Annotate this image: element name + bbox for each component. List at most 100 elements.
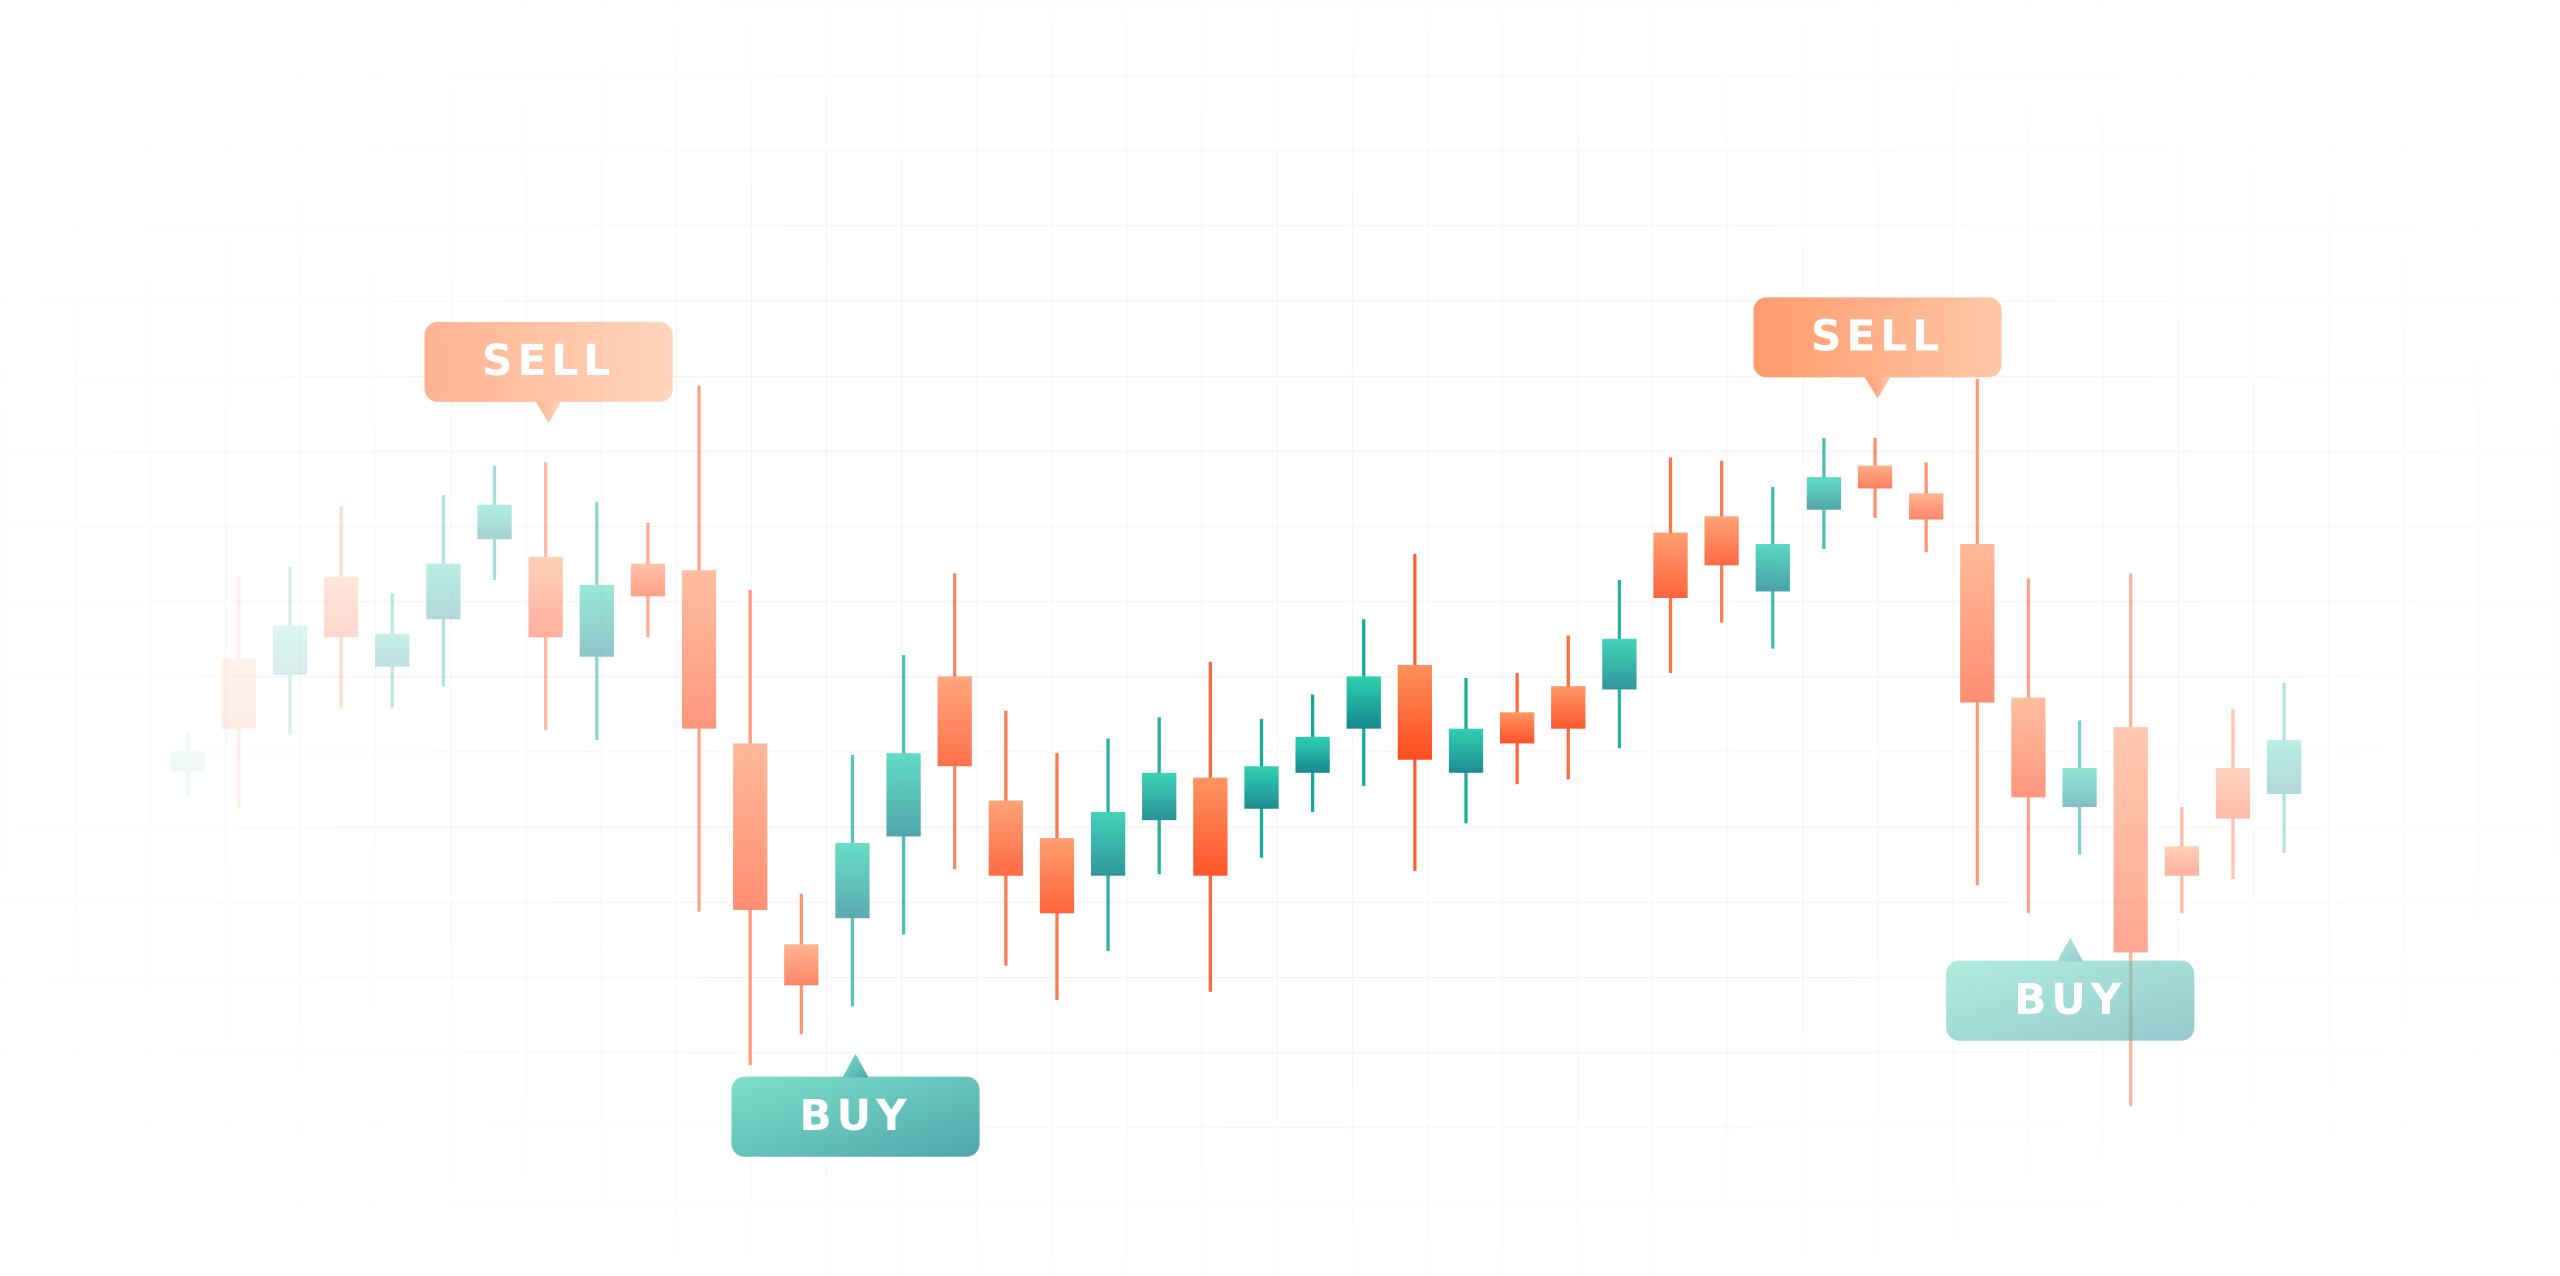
body	[426, 563, 461, 620]
candle	[988, 710, 1023, 966]
signal-bubble: BUY	[1946, 937, 2195, 1041]
signal-label: BUY	[2014, 976, 2126, 1025]
candle	[937, 573, 972, 870]
candle	[221, 575, 257, 809]
body	[375, 633, 410, 667]
candle	[784, 893, 819, 1035]
body	[2164, 846, 2199, 876]
candle	[426, 495, 461, 687]
body	[681, 570, 717, 729]
candle	[630, 522, 666, 638]
candle	[1244, 718, 1279, 858]
candle	[681, 385, 717, 912]
body	[1704, 516, 1739, 566]
candles	[170, 379, 2302, 1107]
bubble-tip	[1864, 376, 1891, 399]
body	[1806, 477, 1842, 510]
body	[1244, 766, 1279, 809]
candle	[1193, 661, 1228, 992]
candle	[1448, 678, 1484, 824]
candle	[1397, 553, 1433, 871]
bubble-box	[731, 1076, 980, 1157]
body	[988, 800, 1023, 876]
body	[886, 753, 921, 837]
body	[272, 625, 308, 675]
body	[1755, 544, 1790, 592]
bubble-tip	[2057, 937, 2084, 962]
bubble-box	[1946, 960, 2195, 1041]
body	[1346, 676, 1381, 729]
body	[1193, 777, 1228, 876]
candle	[1857, 437, 1893, 518]
body	[937, 676, 972, 767]
body	[630, 563, 666, 597]
candle	[886, 655, 921, 935]
body	[1039, 838, 1075, 914]
body	[1142, 772, 1177, 821]
body	[1960, 544, 1995, 703]
candle	[375, 593, 410, 708]
candle	[1806, 437, 1842, 549]
body	[1397, 664, 1433, 760]
candle	[1346, 619, 1381, 786]
candle	[272, 566, 308, 736]
candle	[1653, 457, 1688, 674]
candle	[1142, 717, 1177, 875]
body	[579, 584, 614, 657]
bubble-tip	[842, 1053, 869, 1078]
signal-bubble: SELL	[424, 321, 673, 424]
body	[1551, 686, 1586, 729]
candle	[1295, 694, 1330, 812]
signals: SELL BUY SELL BUY	[424, 297, 2195, 1157]
candle	[1499, 673, 1535, 785]
body	[1857, 465, 1893, 489]
candle	[733, 589, 768, 1066]
candle	[1602, 580, 1637, 749]
body	[2215, 767, 2251, 819]
bubble-box	[424, 321, 673, 402]
body	[784, 944, 819, 986]
bubble-tip	[535, 401, 562, 424]
body	[835, 843, 870, 919]
body	[2266, 740, 2302, 795]
body	[477, 504, 512, 540]
candle	[579, 501, 614, 741]
body	[2062, 767, 2097, 808]
body	[1653, 532, 1688, 598]
body	[1448, 728, 1484, 773]
body	[1499, 712, 1535, 744]
body	[324, 576, 359, 638]
candle	[2215, 709, 2251, 879]
body	[1295, 736, 1330, 773]
body	[2011, 697, 2046, 798]
body	[1909, 493, 1944, 520]
candle	[324, 506, 359, 708]
candle	[2266, 682, 2302, 853]
candle	[2062, 720, 2097, 855]
body	[1602, 638, 1637, 690]
body	[733, 743, 768, 911]
candle	[1909, 462, 1944, 553]
candle	[477, 465, 512, 580]
candle	[1551, 635, 1586, 780]
candle	[1039, 753, 1075, 1000]
signal-bubble: BUY	[731, 1053, 980, 1157]
signal-label: BUY	[799, 1092, 911, 1141]
signal-label: SELL	[1811, 313, 1944, 362]
body	[1090, 812, 1126, 876]
candle	[1755, 486, 1790, 649]
candle	[2011, 578, 2046, 914]
signal-bubble: SELL	[1753, 297, 2002, 399]
body	[528, 557, 563, 638]
candle	[835, 754, 870, 1007]
body	[221, 658, 257, 729]
signal-label: SELL	[482, 337, 615, 386]
body	[2113, 727, 2148, 953]
candle	[1960, 379, 1995, 886]
body	[170, 751, 205, 772]
candle	[1090, 738, 1126, 951]
bubble-box	[1753, 297, 2002, 378]
